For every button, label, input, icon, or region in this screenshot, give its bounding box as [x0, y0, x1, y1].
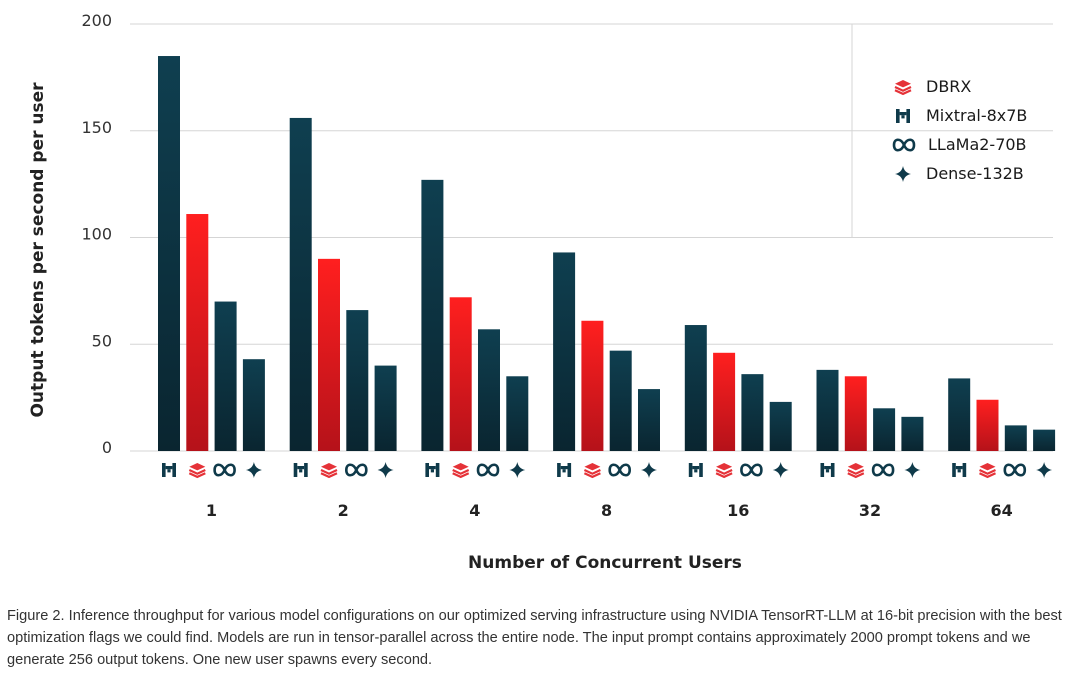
bar-dbrx-16 — [713, 352, 736, 451]
legend-item-dense: Dense-132B — [892, 159, 1027, 188]
llama-icon — [476, 463, 500, 477]
bar-dense-16 — [769, 401, 792, 451]
y-tick-labels: 0 50 100 150 200 — [81, 11, 112, 457]
bar-llama-4 — [478, 329, 500, 451]
llama-icon — [740, 463, 763, 477]
dense-icon — [641, 462, 657, 478]
x-tick-label: 16 — [727, 501, 749, 520]
mixtral-icon — [896, 108, 910, 123]
legend-label: LLaMa2-70B — [928, 135, 1027, 154]
bar-dense-2 — [374, 365, 397, 451]
bar-llama-1 — [214, 301, 237, 451]
llama-icon — [608, 463, 632, 477]
bar-dense-4 — [506, 376, 529, 451]
bar-llama-64 — [1004, 425, 1027, 451]
llama-icon — [1003, 463, 1027, 477]
bar-dbrx-2 — [318, 258, 340, 451]
llama-icon — [344, 463, 368, 477]
legend-item-llama: LLaMa2-70B — [892, 130, 1027, 159]
bar-icons — [162, 461, 1053, 478]
bar-dense-8 — [638, 389, 660, 451]
y-tick-label: 0 — [102, 438, 112, 457]
bar-mixtral-64 — [948, 378, 971, 451]
bar-llama-8 — [609, 350, 632, 451]
y-tick-label: 100 — [81, 225, 112, 244]
bar-dbrx-8 — [581, 320, 604, 451]
bar-llama-16 — [741, 374, 764, 451]
bar-dense-64 — [1033, 429, 1056, 451]
x-tick-label: 32 — [859, 501, 881, 520]
gridlines — [130, 23, 1053, 452]
bar-mixtral-2 — [289, 117, 312, 451]
bar-mixtral-16 — [684, 325, 707, 451]
y-tick-label: 200 — [81, 11, 112, 30]
y-tick-label: 150 — [81, 118, 112, 137]
bar-dense-1 — [242, 359, 265, 451]
legend-label: Mixtral-8x7B — [926, 106, 1028, 125]
dense-icon — [245, 462, 262, 478]
bar-dbrx-4 — [449, 297, 472, 451]
dbrx-icon — [583, 461, 602, 478]
x-tick-label: 8 — [601, 501, 612, 520]
x-tick-label: 4 — [469, 501, 480, 520]
bar-dbrx-64 — [976, 399, 999, 451]
dbrx-icon — [188, 461, 207, 478]
figure-caption: Figure 2. Inference throughput for vario… — [7, 608, 1062, 668]
mixtral-icon — [425, 463, 440, 477]
x-tick-label: 1 — [206, 501, 217, 520]
bars — [158, 56, 1056, 452]
x-tick-labels: 1 2 4 8 16 32 64 — [206, 501, 1013, 520]
dense-icon — [895, 165, 911, 182]
dbrx-icon — [893, 78, 913, 95]
legend-item-dbrx: DBRX — [892, 72, 1027, 101]
llama-icon — [871, 463, 895, 477]
dense-icon — [377, 462, 394, 478]
x-tick-label: 64 — [991, 501, 1013, 520]
dense-icon — [509, 462, 526, 478]
mixtral-icon — [688, 463, 703, 477]
x-tick-label: 2 — [338, 501, 349, 520]
bar-llama-32 — [873, 408, 896, 451]
bar-dbrx-1 — [186, 214, 209, 451]
mixtral-icon — [820, 463, 835, 477]
legend-label: Dense-132B — [926, 164, 1024, 183]
dbrx-icon — [451, 461, 470, 478]
bar-mixtral-8 — [553, 252, 576, 451]
legend: DBRX Mixtral-8x7B LLaMa2-70B Dense-132B — [892, 72, 1027, 188]
mixtral-icon — [162, 463, 176, 477]
throughput-chart: 0 50 100 150 200 1 2 4 8 16 32 64 — [81, 11, 1056, 520]
bar-dense-32 — [901, 416, 924, 451]
llama-icon — [892, 137, 916, 152]
dense-icon — [1036, 462, 1053, 478]
dbrx-icon — [978, 461, 997, 478]
mixtral-icon — [293, 463, 308, 477]
bar-mixtral-32 — [816, 369, 839, 451]
dbrx-icon — [319, 461, 339, 478]
dense-icon — [772, 462, 789, 478]
bar-dbrx-32 — [844, 376, 867, 451]
y-axis-label: Output tokens per second per user — [28, 82, 48, 418]
y-tick-label: 50 — [92, 331, 112, 350]
llama-icon — [213, 463, 236, 477]
legend-item-mixtral: Mixtral-8x7B — [892, 101, 1027, 130]
legend-label: DBRX — [926, 77, 972, 96]
mixtral-icon — [952, 463, 967, 477]
dbrx-icon — [714, 461, 734, 478]
dbrx-icon — [846, 461, 865, 478]
bar-mixtral-1 — [158, 56, 180, 452]
dense-icon — [904, 462, 921, 478]
x-axis-label: Number of Concurrent Users — [468, 553, 742, 573]
bar-llama-2 — [346, 310, 369, 451]
mixtral-icon — [557, 463, 572, 477]
bar-mixtral-4 — [421, 179, 444, 452]
